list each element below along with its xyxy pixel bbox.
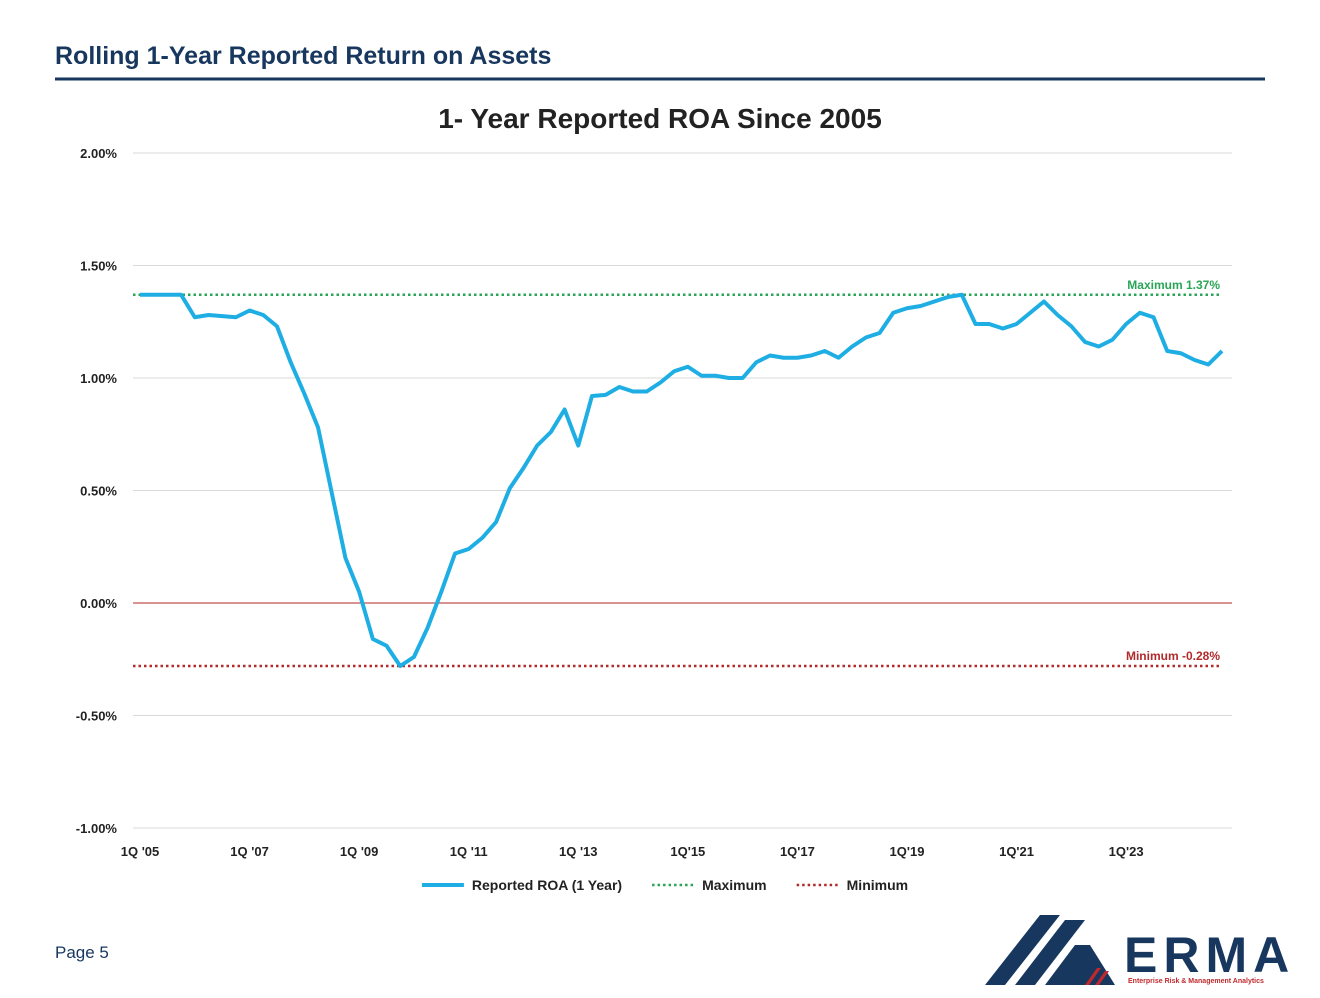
logo-stripe [1085, 968, 1101, 985]
logo-shape [1015, 920, 1085, 985]
x-tick-label: 1Q'19 [890, 844, 925, 859]
series-line [140, 292, 1224, 668]
x-tick-label: 1Q'21 [999, 844, 1034, 859]
y-tick-label: 1.50% [80, 259, 117, 274]
page-title: Rolling 1-Year Reported Return on Assets [55, 42, 551, 70]
x-tick-label: 1Q'15 [670, 844, 705, 859]
logo: ERMA Enterprise Risk & Management Analyt… [985, 915, 1295, 985]
x-tick-label: 1Q '13 [559, 844, 598, 859]
logo-shape [985, 915, 1060, 985]
x-tick-label: 1Q '11 [450, 844, 488, 859]
y-tick-label: 1.00% [80, 371, 117, 386]
chart-title: 1- Year Reported ROA Since 2005 [438, 103, 882, 134]
reference-label: Minimum -0.28% [1126, 649, 1220, 663]
logo-tagline: Enterprise Risk & Management Analytics [1128, 978, 1264, 985]
x-tick-label: 1Q'17 [780, 844, 815, 859]
logo-name: ERMA [1124, 927, 1295, 983]
y-tick-label: 0.50% [80, 484, 117, 499]
y-tick-label: -0.50% [76, 709, 118, 724]
x-tick-label: 1Q '07 [230, 844, 269, 859]
legend-label: Maximum [702, 877, 767, 893]
y-tick-label: -1.00% [76, 821, 118, 836]
page-number: Page 5 [55, 943, 109, 962]
x-tick-label: 1Q '05 [121, 844, 160, 859]
x-tick-label: 1Q'23 [1109, 844, 1144, 859]
y-tick-label: 0.00% [80, 596, 117, 611]
x-tick-label: 1Q '09 [340, 844, 379, 859]
legend-label: Reported ROA (1 Year) [472, 877, 622, 893]
logo-stripe [1095, 971, 1109, 985]
reference-label: Maximum 1.37% [1127, 278, 1220, 292]
y-tick-label: 2.00% [80, 146, 117, 161]
logo-shape [1045, 945, 1115, 985]
legend-label: Minimum [847, 877, 908, 893]
